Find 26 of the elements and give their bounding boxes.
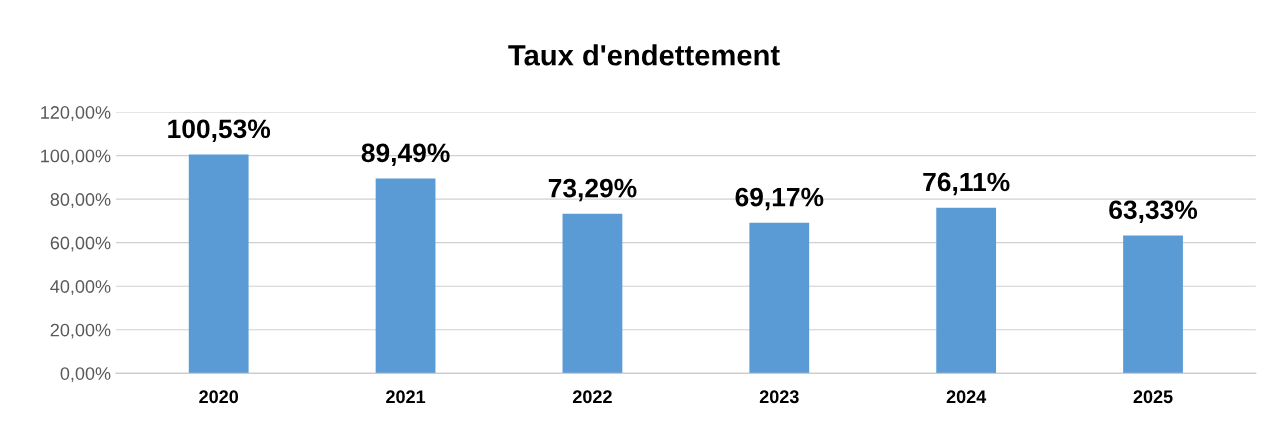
x-tick-label: 2022 [572, 390, 612, 404]
data-label: 69,17% [735, 187, 824, 211]
y-tick-label: 40,00% [50, 280, 111, 296]
y-tick-label: 0,00% [60, 367, 111, 383]
data-label: 100,53% [168, 119, 271, 142]
bar [562, 213, 623, 374]
y-tick-label: 60,00% [50, 236, 111, 252]
bar [375, 178, 436, 374]
x-tick-label: 2020 [199, 390, 239, 404]
y-tick-label: 120,00% [41, 106, 111, 121]
x-tick-label: 2023 [759, 390, 799, 404]
y-tick-label: 80,00% [50, 193, 111, 209]
data-label: 63,33% [1109, 200, 1198, 223]
data-label: 76,11% [923, 172, 1010, 196]
x-tick-label: 2025 [1133, 390, 1173, 404]
x-tick-label: 2024 [946, 390, 987, 404]
data-label: 73,29% [548, 178, 637, 202]
x-tick-label: 2021 [386, 390, 426, 404]
y-tick-label: 100,00% [41, 149, 111, 165]
bar [188, 154, 249, 374]
y-tick-label: 20,00% [50, 323, 111, 339]
bar [936, 207, 997, 374]
chart-title: Taux d'endettement [508, 44, 780, 66]
bar [749, 222, 810, 374]
bar [1123, 235, 1183, 374]
data-label: 89,49% [361, 143, 450, 167]
